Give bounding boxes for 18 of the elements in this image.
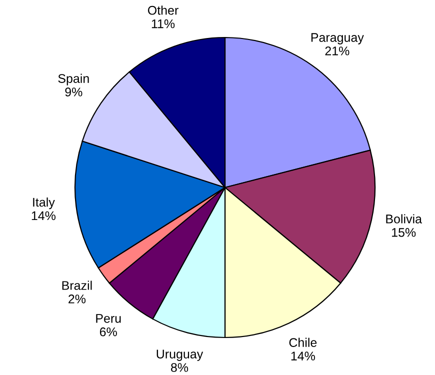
data-label: 2%: [68, 294, 86, 304]
data-label: 14%: [32, 211, 56, 220]
slice-label: Uruguay: [156, 350, 204, 361]
slice-label: Spain: [58, 74, 89, 86]
data-label: 8%: [171, 363, 188, 372]
data-label: 15%: [392, 228, 416, 237]
slice-label: Peru: [96, 314, 121, 323]
data-label: 9%: [65, 88, 82, 96]
data-label: 11%: [152, 19, 175, 28]
slice-label: Paraguay: [311, 33, 364, 44]
slice-label: Bolivia: [386, 214, 422, 224]
data-label: 6%: [100, 327, 117, 336]
data-label: 21%: [325, 46, 350, 56]
slice-label: Brazil: [62, 280, 92, 290]
data-label: 14%: [291, 352, 315, 360]
slice-label: Other: [148, 6, 178, 15]
slice-label: Italy: [33, 198, 55, 210]
slice-label: Chile: [289, 338, 317, 347]
